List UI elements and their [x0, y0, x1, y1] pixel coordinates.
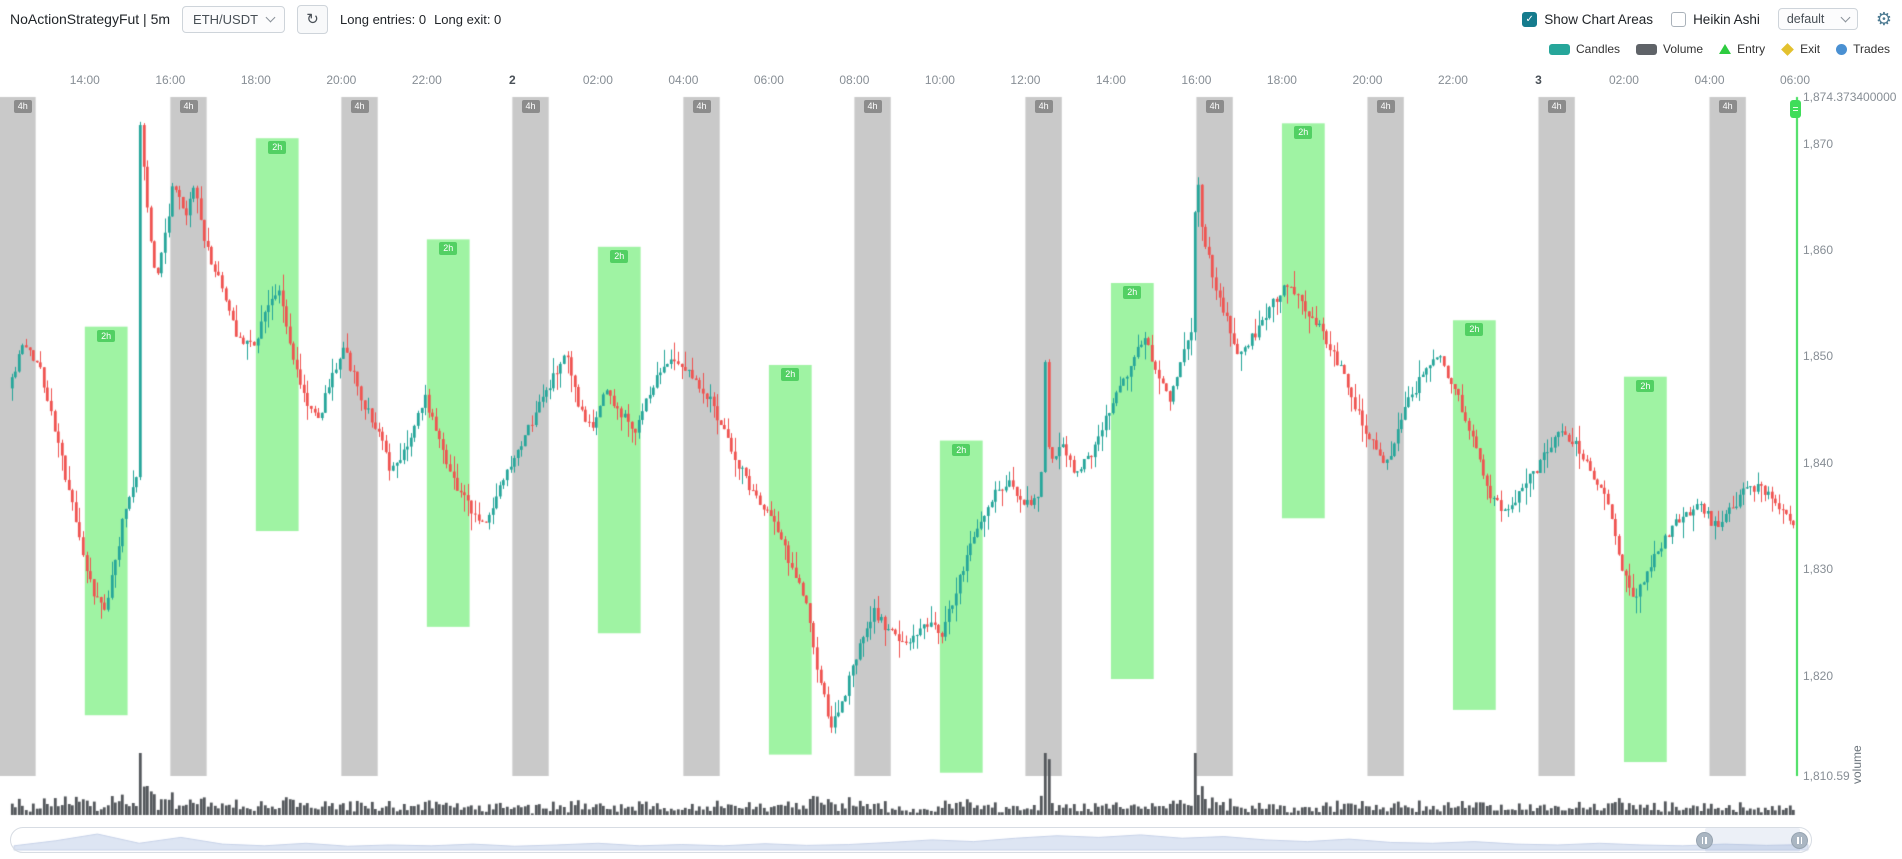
time-axis-tick: 06:00 [1779, 73, 1811, 87]
plot-config-select[interactable]: default [1777, 8, 1858, 30]
heikin-ashi-label: Heikin Ashi [1693, 11, 1760, 27]
datazoom-navigator[interactable] [10, 827, 1812, 853]
area-4h-badge: 4h [179, 100, 198, 113]
show-chart-areas-label: Show Chart Areas [1544, 11, 1654, 27]
legend-item-label: Entry [1737, 42, 1766, 56]
toolbar-left: NoActionStrategyFut | 5m ETH/USDT ↻ Long… [10, 4, 502, 34]
area-2h-badge: 2h [1123, 286, 1142, 299]
legend-item-label: Candles [1576, 42, 1621, 56]
area-2h-badge: 2h [1294, 126, 1313, 140]
legend-item-volume[interactable]: Volume [1636, 42, 1703, 56]
price-axis-tick: 1,870 [1803, 136, 1834, 151]
price-axis-tick: 1,860 [1803, 243, 1834, 257]
area-2h-badge: 2h [610, 249, 629, 263]
time-axis-tick: 10:00 [924, 73, 955, 87]
legend-item-candles[interactable]: Candles [1549, 42, 1620, 56]
area-2h-badge: 2h [1636, 379, 1655, 393]
time-axis-tick: 02:00 [1608, 73, 1639, 87]
heikin-ashi-toggle[interactable]: Heikin Ashi [1671, 11, 1760, 27]
area-4h-badge: 4h [1547, 100, 1566, 113]
gear-icon[interactable]: ⚙ [1875, 9, 1892, 29]
trades-legend-icon [1836, 43, 1848, 55]
chevron-down-icon [265, 12, 276, 23]
area-2h-badge: 2h [97, 329, 116, 343]
time-axis-tick: 18:00 [240, 73, 271, 87]
heikin-ashi-checkbox[interactable] [1671, 11, 1687, 27]
area-2h-badge: 2h [952, 443, 971, 457]
legend-item-label: Exit [1800, 42, 1821, 56]
price-axis-tick: 1,830 [1803, 562, 1834, 577]
navigator-selected-window[interactable] [1704, 828, 1801, 852]
time-axis-tick: 20:00 [1352, 73, 1383, 87]
volume-axis-label: volume [1850, 745, 1864, 785]
time-axis-tick: 04:00 [1694, 73, 1725, 87]
long-exit-stat: Long exit: 0 [434, 11, 502, 27]
price-axis-tick: 1,840 [1803, 455, 1834, 470]
plot-config-select-value: default [1786, 12, 1825, 26]
area-4h-badge: 4h [350, 100, 369, 113]
long-entries-stat: Long entries: 0 [340, 11, 427, 27]
entry-legend-icon [1719, 44, 1732, 54]
time-axis-tick: 20:00 [326, 73, 357, 87]
time-axis-tick: 08:00 [839, 73, 870, 87]
area-4h-badge: 4h [521, 100, 540, 113]
time-axis-tick: 2 [509, 73, 516, 87]
legend-item-label: Volume [1663, 42, 1704, 56]
time-axis-tick: 22:00 [411, 73, 442, 87]
strategy-title: NoActionStrategyFut | 5m [10, 11, 171, 27]
refresh-button[interactable]: ↻ [297, 4, 329, 34]
price-axis-tick: 1,820 [1803, 668, 1834, 683]
pair-select[interactable]: ETH/USDT [182, 5, 286, 33]
legend-item-exit[interactable]: Exit [1781, 42, 1820, 56]
area-4h-badge: 4h [1376, 100, 1395, 113]
area-4h-badge: 4h [692, 100, 711, 113]
area-4h-badge: 4h [13, 100, 32, 113]
show-chart-areas-checkbox[interactable]: ✓ [1522, 11, 1538, 27]
toolbar-right: ✓ Show Chart Areas Heikin Ashi default ⚙ [1522, 8, 1892, 30]
chart-area: volume 14:00 16:00 18:00 20:00 22:00 2 02:00 04… [0, 60, 1902, 859]
time-axis-tick: 22:00 [1437, 73, 1468, 87]
price-axis-tick: 1,850 [1803, 349, 1834, 364]
refresh-icon: ↻ [306, 10, 319, 28]
time-axis-tick: 16:00 [1181, 73, 1212, 87]
time-axis-tick: 12:00 [1010, 73, 1041, 87]
toolbar: NoActionStrategyFut | 5m ETH/USDT ↻ Long… [0, 0, 1902, 38]
time-axis-tick: 3 [1535, 73, 1542, 87]
area-2h-badge: 2h [781, 367, 800, 381]
time-axis-tick: 16:00 [155, 73, 186, 87]
pair-select-value: ETH/USDT [193, 11, 259, 27]
price-zoom-handle[interactable] [1790, 100, 1801, 118]
chevron-down-icon [1840, 12, 1851, 23]
area-2h-badge: 2h [268, 141, 287, 155]
chart-legend: Candles Volume Entry Exit Trades [0, 38, 1902, 60]
time-axis-tick: 02:00 [582, 73, 613, 87]
legend-item-trades[interactable]: Trades [1836, 42, 1890, 56]
exit-legend-icon [1781, 42, 1794, 56]
time-axis-tick: 04:00 [668, 73, 699, 87]
area-4h-badge: 4h [1034, 100, 1053, 113]
legend-item-entry[interactable]: Entry [1719, 42, 1765, 56]
candles-legend-icon [1549, 43, 1570, 55]
time-axis-tick: 06:00 [753, 73, 784, 87]
time-axis-tick: 18:00 [1266, 73, 1297, 87]
area-4h-badge: 4h [863, 100, 882, 113]
area-4h-badge: 4h [1718, 100, 1737, 113]
navigator-handle-left[interactable] [1695, 832, 1713, 849]
volume-legend-icon [1636, 43, 1658, 55]
area-2h-badge: 2h [1465, 323, 1484, 337]
show-chart-areas-toggle[interactable]: ✓ Show Chart Areas [1522, 11, 1654, 27]
time-axis-tick: 14:00 [1095, 73, 1126, 87]
price-axis-tick: 1,810.59 [1803, 769, 1850, 783]
time-axis-tick: 14:00 [69, 73, 100, 87]
navigator-handle-right[interactable] [1791, 832, 1809, 849]
price-axis-tick: 1,874.373400000 [1803, 90, 1897, 104]
candlestick-chart-canvas[interactable] [0, 60, 1902, 859]
area-4h-badge: 4h [1205, 100, 1224, 113]
area-2h-badge: 2h [439, 242, 458, 256]
legend-item-label: Trades [1853, 42, 1890, 56]
